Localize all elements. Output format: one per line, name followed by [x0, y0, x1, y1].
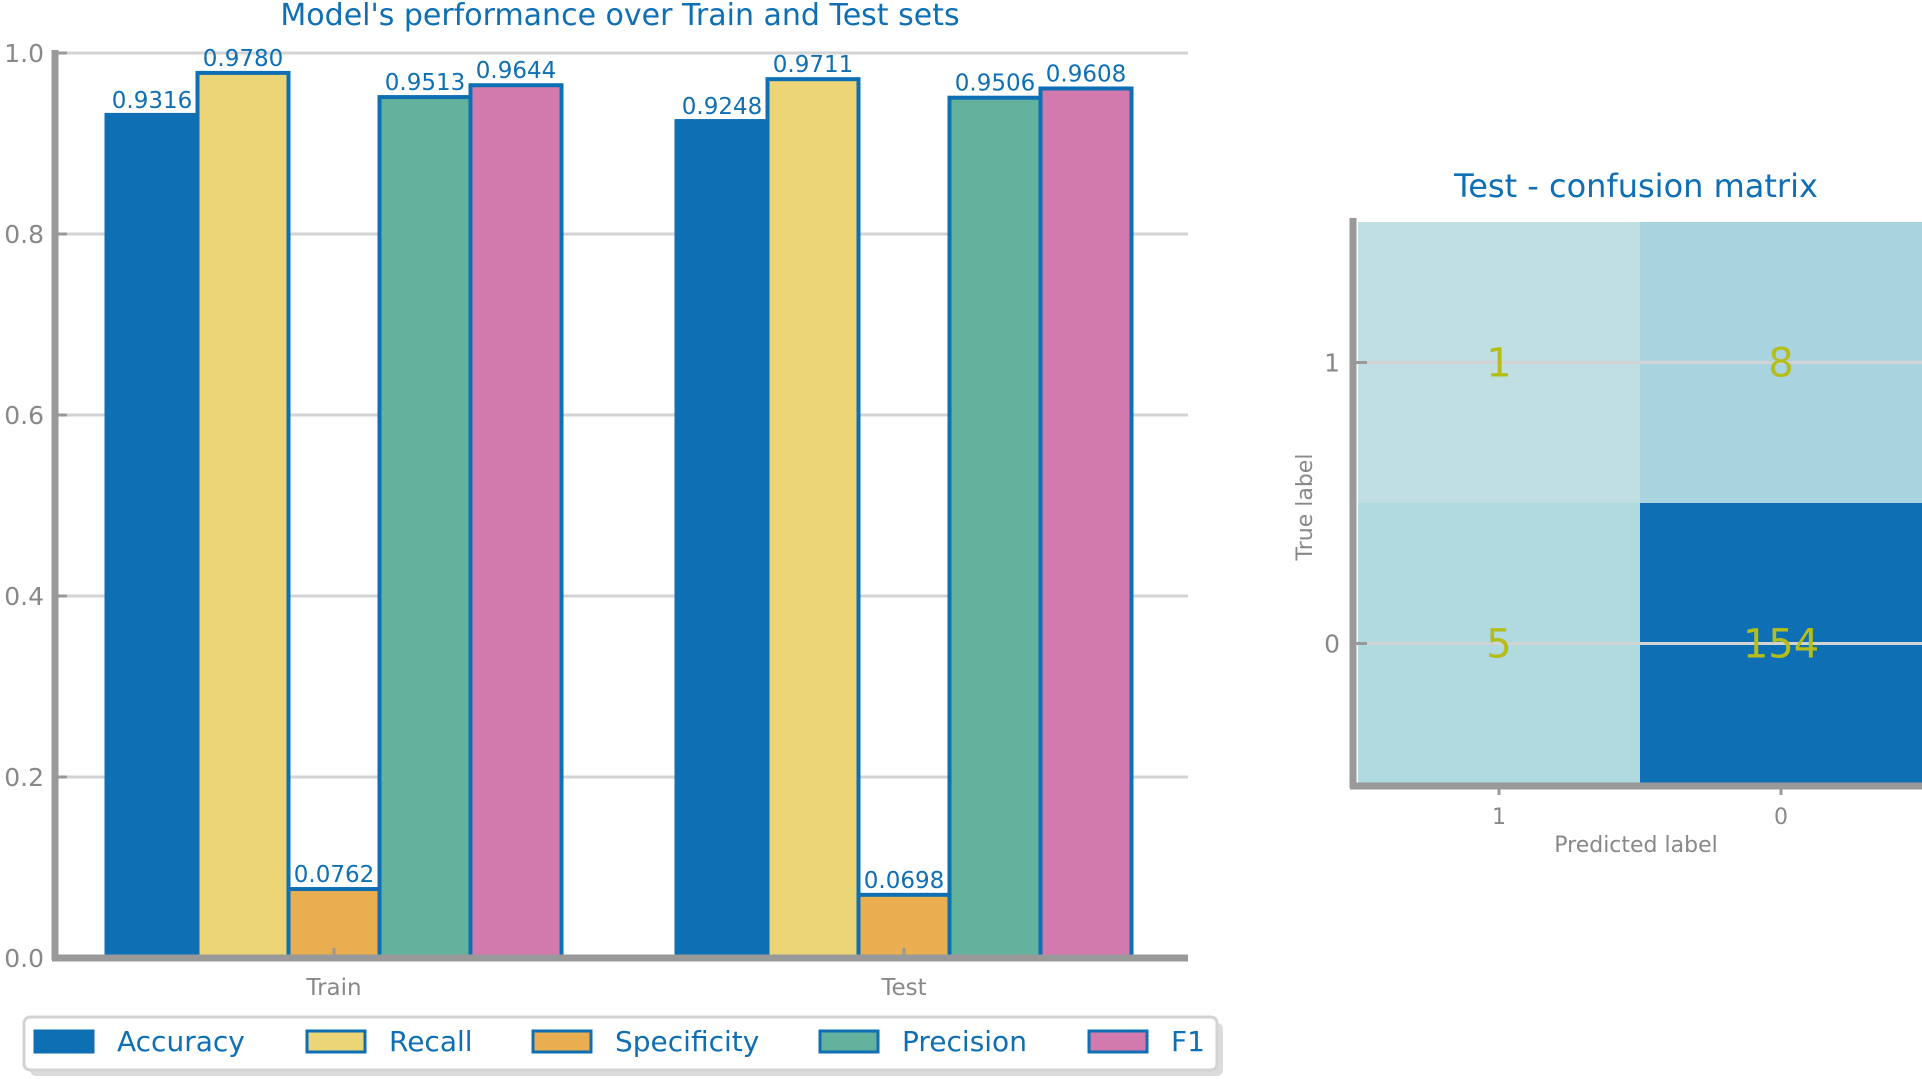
bar-x-tick-label: Train	[305, 975, 361, 1001]
confusion-matrix-axes	[1349, 218, 1922, 790]
bar-data-label: 0.9513	[385, 70, 465, 96]
bar-chart-data-labels: 0.9316 0.9248 0.9780 0.9711 0.0762 0.0698 0.95…	[112, 46, 1126, 894]
legend-label-f1: F1	[1171, 1025, 1205, 1058]
bar-recall-test	[765, 77, 861, 961]
bar-data-label: 0.9711	[773, 52, 853, 78]
bar-data-label: 0.9248	[682, 94, 762, 120]
bar-data-label: 0.9780	[203, 46, 283, 72]
bar-y-tick-label: 0.2	[4, 763, 44, 792]
legend-swatch-recall	[305, 1029, 367, 1054]
bar-chart: 0.9316 0.9248 0.9780 0.9711 0.0762 0.0698 0.95…	[4, 0, 1223, 1076]
confusion-x-tick-label: 0	[1774, 805, 1788, 830]
bar-y-tick-label: 0.0	[4, 944, 44, 973]
confusion-matrix-y-ticks: 10	[1324, 349, 1367, 659]
bar-chart-legend: Accuracy Recall Specificity Precision F1	[22, 1015, 1223, 1076]
legend-swatch-f1	[1087, 1029, 1149, 1054]
bar-y-tick-label: 1.0	[4, 39, 44, 68]
confusion-cell-value: 1	[1486, 341, 1511, 387]
confusion-y-tick-label: 1	[1324, 349, 1340, 378]
confusion-x-tick-label: 1	[1492, 805, 1506, 830]
bar-specificity-train	[286, 887, 382, 960]
bar-chart-title: Model's performance over Train and Test …	[280, 0, 959, 33]
confusion-matrix-grid	[1358, 361, 1922, 645]
confusion-matrix-x-label: Predicted label	[1554, 833, 1717, 858]
bar-data-label: 0.9316	[112, 88, 192, 114]
confusion-cell-value: 154	[1743, 622, 1819, 668]
bar-y-tick-label: 0.4	[4, 582, 44, 611]
bar-f1-train	[468, 83, 564, 960]
confusion-matrix-cells	[1358, 222, 1922, 785]
bar-data-label: 0.0762	[294, 862, 374, 888]
legend-label-recall: Recall	[389, 1025, 473, 1058]
bar-y-tick-label: 0.8	[4, 220, 44, 249]
legend-label-precision: Precision	[902, 1025, 1027, 1058]
confusion-y-tick-label: 0	[1324, 630, 1340, 659]
legend-swatch-accuracy	[33, 1029, 95, 1054]
confusion-matrix-y-label: True label	[1293, 454, 1318, 562]
confusion-matrix-annotations: 1 8 5 154	[1486, 341, 1819, 668]
bar-x-tick-label: Test	[880, 975, 926, 1001]
bar-chart-y-ticks: 0.0 0.2 0.4 0.6 0.8 1.0	[4, 39, 67, 973]
bar-recall-train	[195, 70, 291, 961]
bar-chart-bars	[104, 70, 1134, 961]
bar-data-label: 0.9608	[1046, 61, 1126, 87]
bar-data-label: 0.9644	[476, 58, 556, 84]
bar-precision-train	[377, 95, 473, 961]
bar-accuracy-test	[674, 119, 770, 960]
bar-y-tick-label: 0.6	[4, 401, 44, 430]
legend-label-accuracy: Accuracy	[117, 1025, 245, 1058]
bar-accuracy-train	[104, 112, 200, 961]
bar-data-label: 0.0698	[864, 868, 944, 894]
legend-swatch-precision	[818, 1029, 880, 1054]
legend-swatch-specificity	[531, 1029, 593, 1054]
confusion-matrix-title: Test - confusion matrix	[1453, 167, 1818, 205]
bar-chart-axes	[51, 50, 1188, 962]
confusion-cell-value: 5	[1486, 622, 1511, 668]
legend-label-specificity: Specificity	[615, 1025, 759, 1058]
bar-chart-x-ticks: Train Test	[305, 948, 927, 1001]
bar-f1-test	[1038, 86, 1134, 960]
bar-precision-test	[947, 95, 1043, 961]
bar-data-label: 0.9506	[955, 71, 1035, 97]
confusion-cell-value: 8	[1768, 341, 1793, 387]
